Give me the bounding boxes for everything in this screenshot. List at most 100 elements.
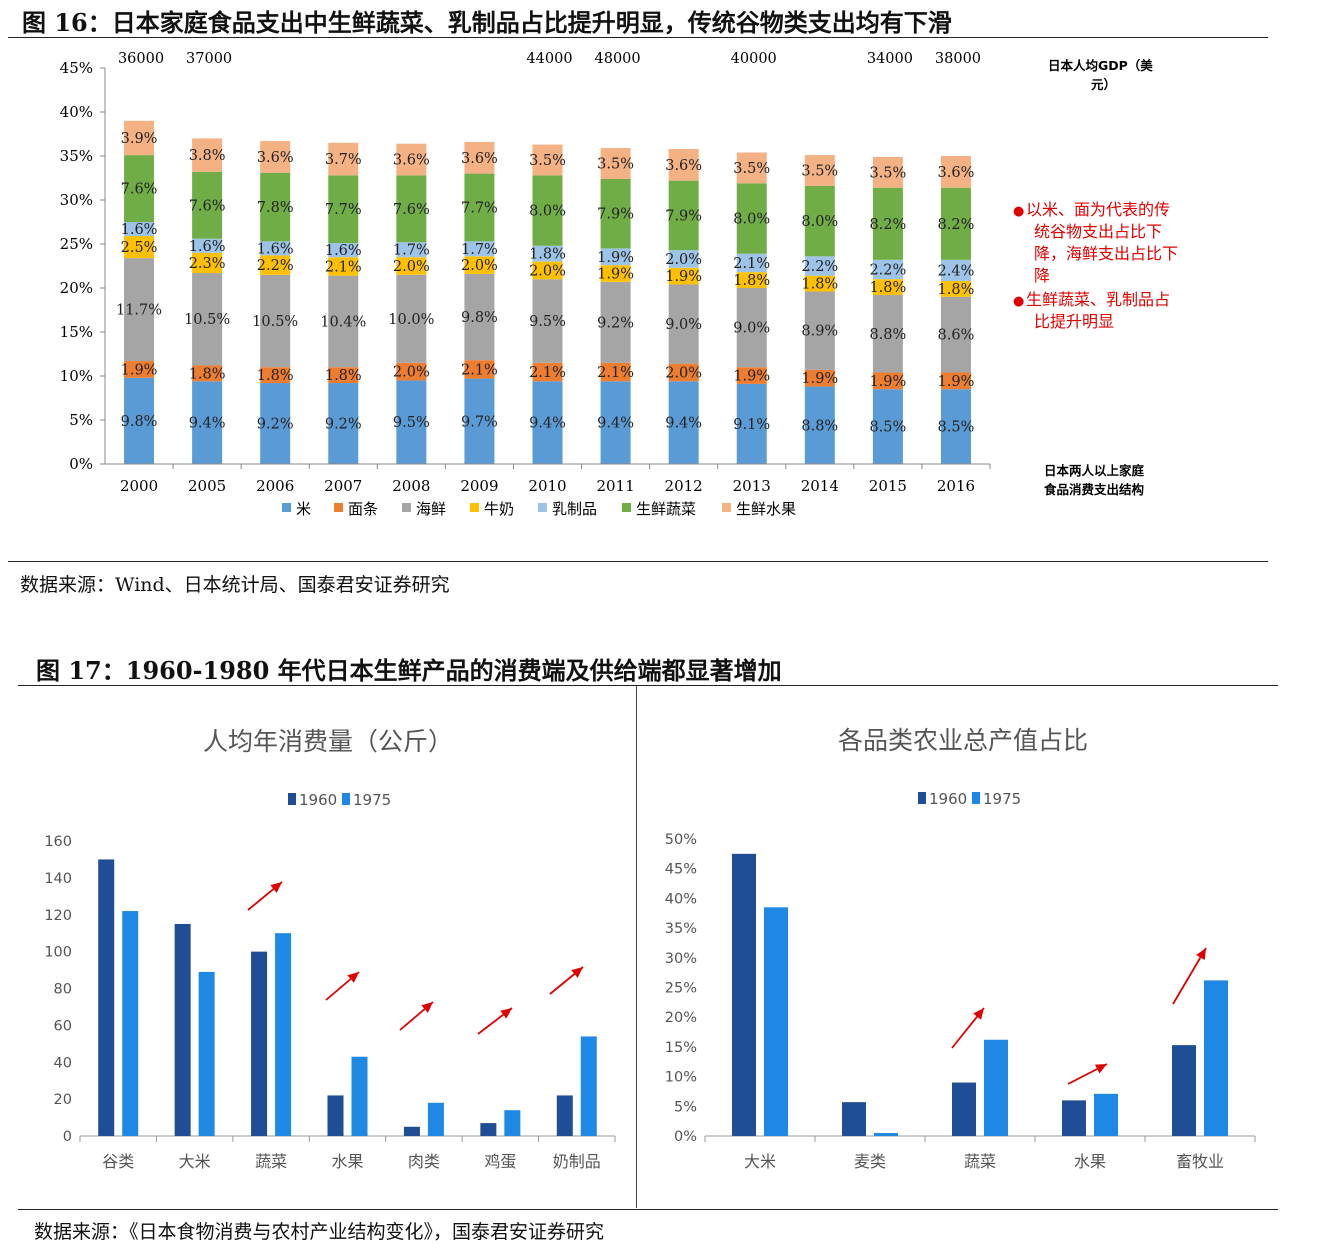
data-label: 3.6% (393, 153, 430, 169)
data-label: 2.2% (257, 258, 294, 274)
data-label: 2.0% (665, 252, 702, 268)
fig17-top-rule (18, 685, 1278, 686)
gdp-value: 40000 (731, 51, 777, 67)
bar-segment (396, 143, 427, 176)
bar (1204, 980, 1228, 1136)
data-label: 2.5% (121, 240, 158, 256)
data-label: 8.0% (801, 214, 838, 230)
data-label: 2.3% (189, 256, 226, 272)
data-label: 1.8% (257, 368, 294, 384)
bar-segment (940, 187, 971, 260)
bar (556, 1095, 573, 1136)
bar-segment (124, 236, 155, 259)
data-label: 1.8% (938, 282, 975, 298)
data-label: 1.9% (597, 250, 634, 266)
bar-segment (260, 141, 291, 173)
data-label: 8.2% (869, 217, 906, 233)
data-label: 3.5% (597, 156, 634, 172)
bar-segment (396, 242, 427, 258)
bar-segment (396, 274, 427, 363)
bar-segment (668, 267, 699, 285)
data-label: 1.7% (461, 242, 498, 258)
data-label: 3.9% (121, 131, 158, 147)
gdp-value: 36000 (118, 51, 164, 67)
bar-segment (736, 253, 767, 273)
x-tick-label: 2013 (733, 477, 771, 495)
trend-arrow-head (421, 1002, 433, 1013)
legend-label: 生鲜水果 (736, 500, 796, 518)
x-tick-label: 2015 (869, 477, 907, 495)
x-tick-label: 2005 (188, 477, 226, 495)
bar (984, 1039, 1008, 1136)
data-label: 10.4% (320, 314, 366, 330)
data-label: 3.5% (869, 165, 906, 181)
data-label: 8.2% (938, 217, 975, 233)
data-label: 3.8% (189, 148, 226, 164)
y-tick-label: 40 (54, 1055, 72, 1071)
y-tick-label: 100 (44, 945, 72, 961)
note-line: 统谷物支出占比下 (1034, 222, 1162, 241)
bar (174, 923, 191, 1136)
bar-segment (328, 257, 359, 276)
bar (732, 853, 756, 1136)
data-label: 1.8% (733, 273, 770, 289)
bar-segment (260, 383, 291, 464)
y-tick-label: 20 (54, 1092, 72, 1108)
legend-swatch (282, 503, 291, 512)
bar-segment (328, 142, 359, 176)
bar (427, 1102, 444, 1136)
bar-segment (464, 360, 495, 379)
bar-segment (532, 279, 563, 363)
bar (764, 907, 788, 1136)
bar-segment (804, 155, 835, 186)
bar-segment (192, 381, 223, 464)
data-label: 9.4% (189, 416, 226, 432)
bar-segment (328, 275, 359, 368)
y-tick-label: 40% (60, 103, 93, 121)
x-tick-label: 2012 (665, 477, 703, 495)
data-label: 3.6% (938, 165, 975, 181)
gdp-value: 48000 (595, 51, 641, 67)
data-label: 9.2% (597, 315, 634, 331)
bar-segment (124, 258, 155, 362)
legend-swatch (342, 793, 350, 805)
legend-swatch (722, 503, 731, 512)
data-label: 1.8% (189, 366, 226, 382)
x-tick-label: 2016 (937, 477, 975, 495)
bar-segment (464, 241, 495, 257)
data-label: 2.1% (529, 365, 566, 381)
note-line: 以米、面为代表的传 (1026, 200, 1170, 219)
x-tick-label: 2011 (596, 477, 634, 495)
data-label: 3.7% (325, 152, 362, 168)
y-tick-label: 60 (54, 1018, 72, 1034)
data-label: 9.5% (529, 314, 566, 330)
y-tick-label: 10% (665, 1070, 697, 1086)
fig16-bottom-rule (8, 561, 1268, 562)
legend-label: 1960 (929, 790, 967, 808)
bar-segment (124, 222, 155, 237)
data-label: 2.2% (869, 263, 906, 279)
bar-segment (532, 362, 563, 382)
data-label: 1.9% (733, 369, 770, 385)
legend-swatch (470, 503, 479, 512)
bar-segment (804, 185, 835, 257)
data-label: 7.7% (325, 202, 362, 218)
note-line: 降，海鲜支出占比下 (1034, 244, 1178, 263)
bar-segment (396, 175, 427, 243)
trend-arrow-head (270, 882, 282, 893)
bar-segment (124, 155, 155, 222)
x-tick-label: 2006 (256, 477, 294, 495)
y-tick-label: 15% (665, 1040, 697, 1056)
bar-segment (396, 257, 427, 275)
data-label: 11.7% (116, 303, 162, 319)
bar (403, 1126, 420, 1136)
legend-label: 面条 (348, 500, 378, 518)
data-label: 1.6% (189, 239, 226, 255)
data-label: 10.5% (184, 312, 230, 328)
bar (952, 1082, 976, 1136)
bar-segment (260, 274, 291, 368)
bar-segment (328, 383, 359, 464)
legend-swatch (972, 792, 980, 804)
bar (327, 1095, 344, 1136)
data-label: 1.9% (869, 374, 906, 390)
